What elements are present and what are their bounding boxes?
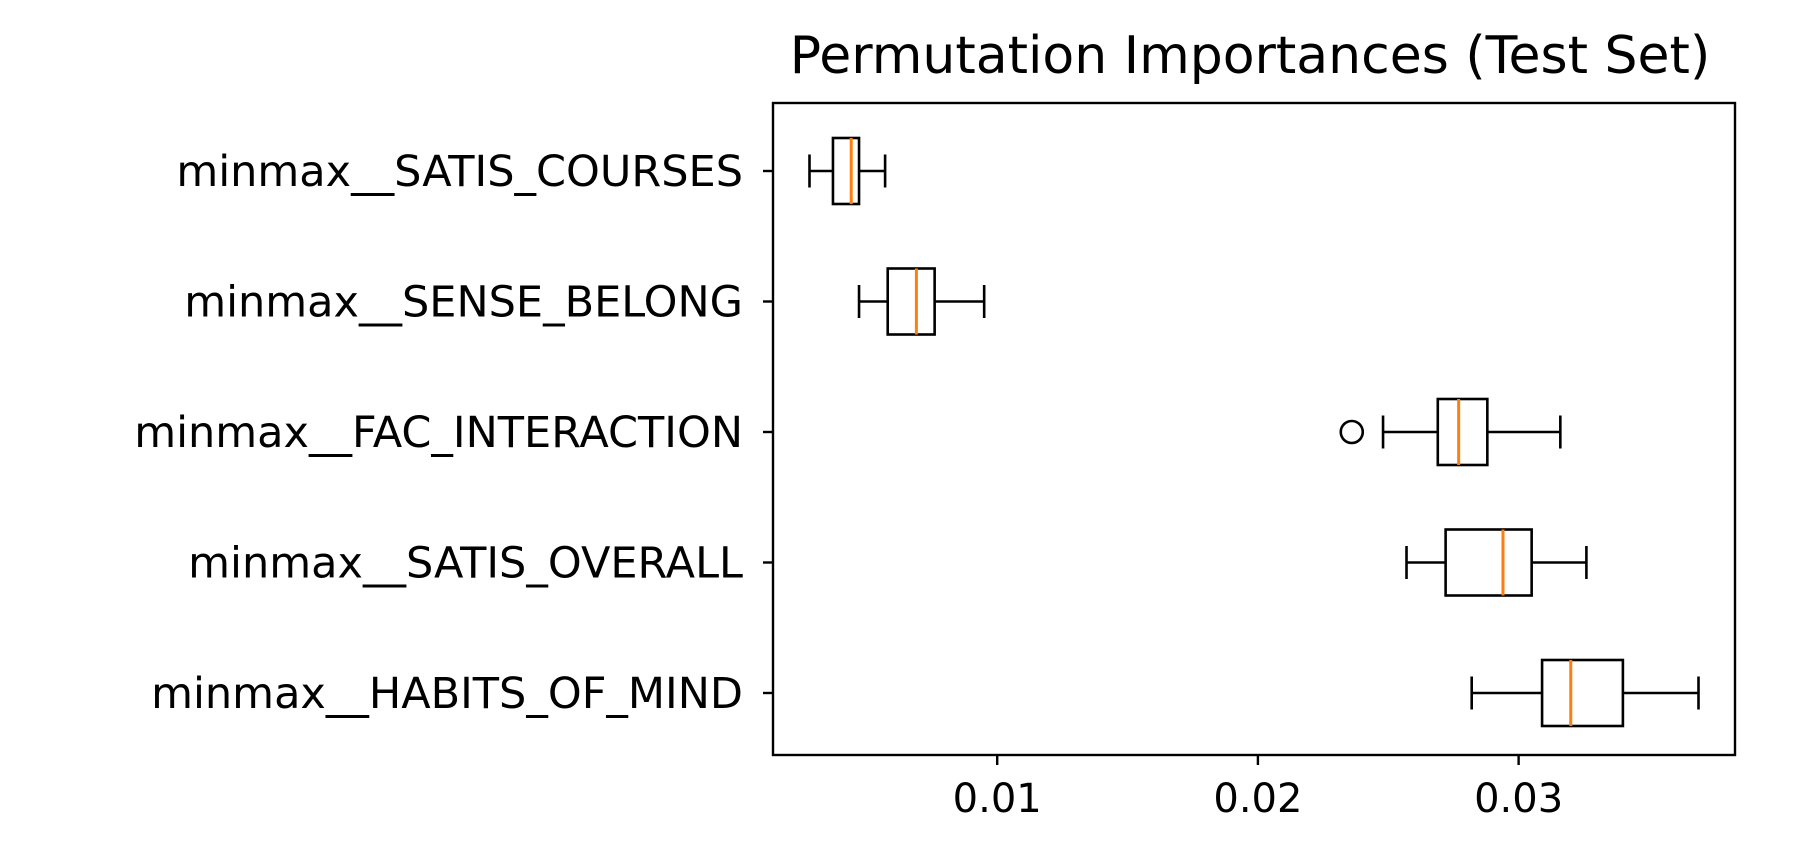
axes-frame	[771, 101, 1737, 757]
ytick-label: minmax__FAC_INTERACTION	[134, 408, 743, 458]
box-iqr	[1540, 658, 1625, 728]
box-iqr	[886, 267, 936, 336]
ytick-label: minmax__SENSE_BELONG	[184, 278, 743, 328]
chart-title: Permutation Importances (Test Set)	[790, 26, 1710, 86]
box-iqr	[831, 136, 861, 206]
plot-area: minmax__SATIS_COURSES minmax__SENSE_BELON…	[134, 136, 1700, 822]
xtick-label: 0.01	[953, 776, 1042, 822]
box-iqr	[1444, 528, 1533, 597]
ytick-label: minmax__SATIS_COURSES	[176, 147, 743, 197]
ytick-label: minmax__SATIS_OVERALL	[188, 539, 743, 589]
outlier-point	[1339, 419, 1365, 445]
xtick-label: 0.03	[1474, 776, 1563, 822]
box-iqr	[1436, 397, 1489, 467]
ytick-label: minmax__HABITS_OF_MIND	[151, 669, 743, 719]
xtick-label: 0.02	[1213, 776, 1302, 822]
